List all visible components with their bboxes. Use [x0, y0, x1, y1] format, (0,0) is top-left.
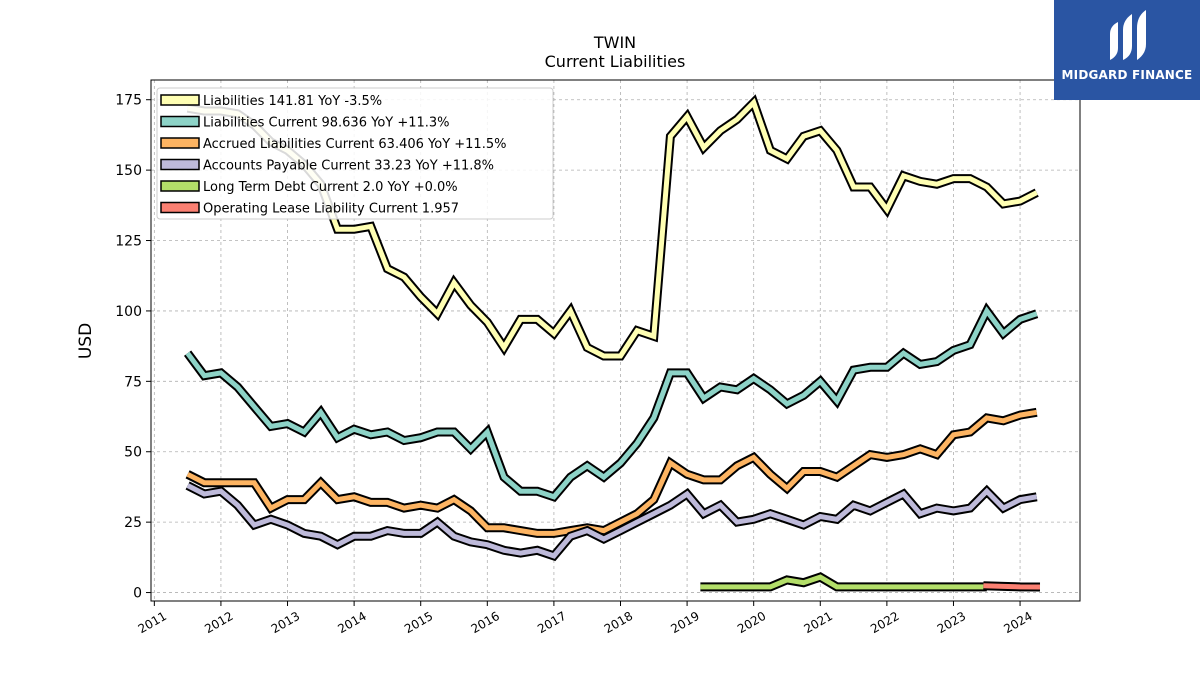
chart-title: TWIN — [593, 33, 637, 52]
y-tick-label: 150 — [115, 163, 142, 179]
x-tick-label: 2017 — [535, 609, 568, 636]
legend: Liabilities 141.81 YoY -3.5% Liabilities … — [156, 87, 554, 220]
legend-label: Operating Lease Liability Current 1.957 — [203, 202, 459, 217]
y-tick-label: 100 — [115, 304, 142, 320]
x-tick-label: 2015 — [402, 609, 435, 636]
legend-label: Liabilities Current 98.636 YoY +11.3% — [203, 116, 450, 131]
y-axis: 0 25 50 75 100 125 150 175 — [115, 93, 151, 602]
y-tick-label: 0 — [133, 586, 142, 602]
brand-name: MIDGARD FINANCE — [1061, 68, 1193, 82]
legend-swatch — [160, 158, 200, 171]
legend-label: Accounts Payable Current 33.23 YoY +11.8… — [203, 159, 494, 174]
x-tick-label: 2011 — [136, 609, 169, 636]
series-line-core — [983, 583, 1041, 590]
series-line — [183, 302, 1039, 503]
series-line — [700, 572, 987, 592]
series-line-core — [186, 483, 1038, 559]
series-line — [185, 407, 1038, 538]
chart-subtitle: Current Liabilities — [544, 52, 686, 71]
legend-swatch — [160, 94, 200, 106]
legend-swatch — [160, 137, 200, 149]
x-tick-label: 2024 — [1001, 609, 1034, 636]
series-line-core — [700, 574, 987, 590]
y-tick-label: 25 — [124, 515, 142, 531]
x-tick-label: 2012 — [202, 609, 235, 636]
legend-swatch — [160, 180, 200, 192]
y-tick-label: 175 — [115, 93, 142, 109]
series-line-core — [186, 409, 1038, 536]
x-tick-label: 2016 — [469, 609, 502, 636]
x-tick-label: 2021 — [802, 609, 835, 636]
legend-swatch — [160, 201, 200, 214]
x-tick-label: 2020 — [735, 609, 768, 636]
legend-box — [156, 87, 554, 220]
x-axis: 2011 2012 2013 2014 2015 2016 2017 2018 2019 2020… — [136, 601, 1035, 636]
y-tick-label: 50 — [124, 445, 142, 461]
x-tick-label: 2014 — [335, 609, 368, 636]
series-line — [983, 581, 1041, 592]
y-tick-label: 75 — [124, 374, 142, 390]
brand-mark-icon — [1110, 10, 1146, 60]
legend-label: Liabilities 141.81 YoY -3.5% — [203, 94, 382, 109]
legend-label: Long Term Debt Current 2.0 YoY +0.0% — [203, 180, 458, 195]
x-tick-label: 2022 — [868, 609, 901, 636]
y-tick-label: 125 — [115, 234, 142, 250]
legend-swatch — [160, 115, 200, 128]
x-tick-label: 2013 — [269, 609, 302, 636]
series-line-core — [185, 306, 1038, 500]
x-tick-label: 2023 — [935, 609, 968, 636]
series-layer — [183, 94, 1041, 592]
series-line — [185, 481, 1038, 562]
x-tick-label: 2019 — [668, 609, 701, 636]
brand-logo: MIDGARD FINANCE — [1054, 0, 1200, 100]
plot-frame — [150, 79, 1081, 602]
y-axis-label: USD — [76, 323, 96, 359]
legend-label: Accrued Liabilities Current 63.406 YoY +… — [203, 137, 506, 152]
x-tick-label: 2018 — [602, 609, 635, 636]
